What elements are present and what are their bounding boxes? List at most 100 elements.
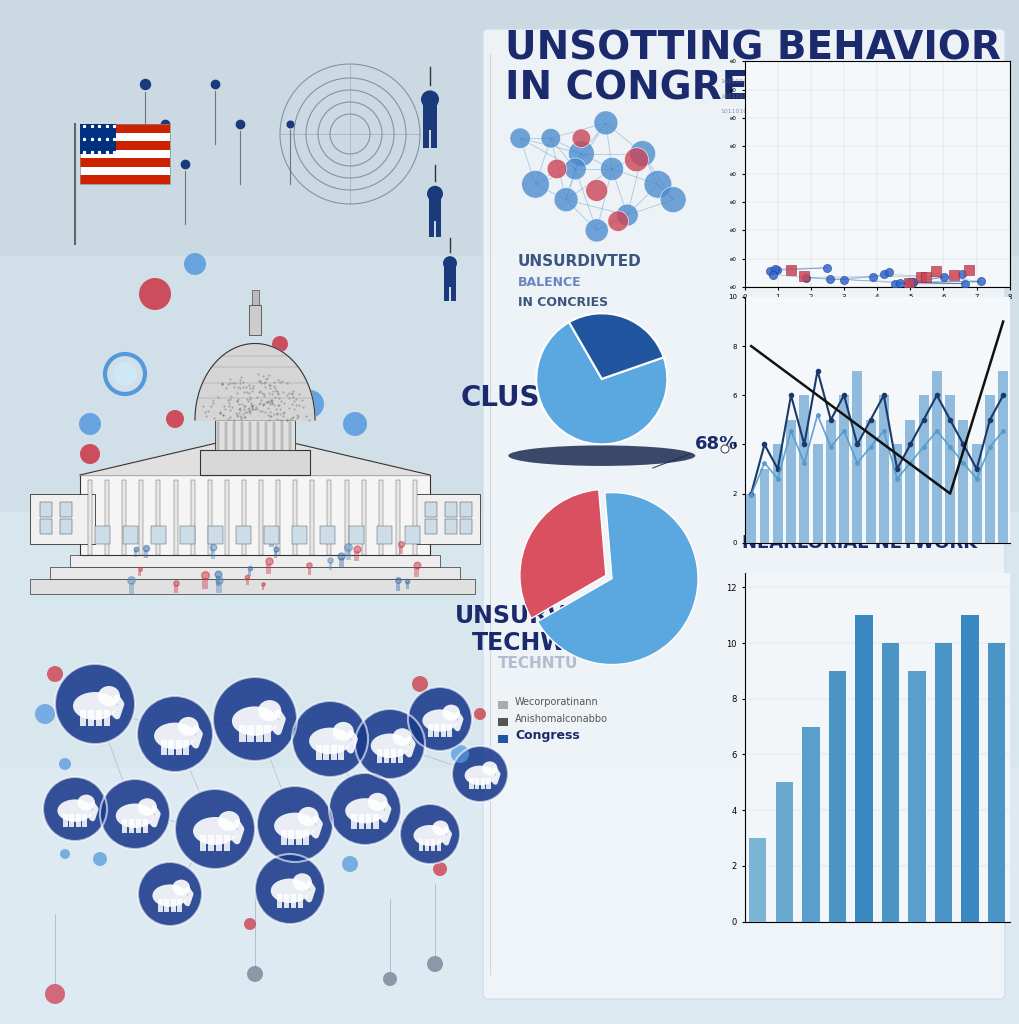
Point (609, 213, 626, 229)
Point (542, 130, 558, 146)
Circle shape (78, 413, 101, 435)
Bar (446, 724, 451, 736)
Ellipse shape (442, 705, 460, 721)
Bar (358, 814, 364, 828)
Bar (376, 526, 391, 544)
Bar (918, 395, 927, 543)
Bar (79, 175, 170, 184)
Bar (122, 480, 126, 555)
Bar (293, 480, 297, 555)
Bar (934, 643, 951, 922)
Bar (984, 395, 994, 543)
Text: TECHWCES: TECHWCES (472, 631, 618, 655)
Ellipse shape (154, 723, 196, 750)
Circle shape (341, 856, 358, 872)
Circle shape (79, 444, 100, 464)
Circle shape (175, 790, 255, 869)
Ellipse shape (218, 811, 239, 831)
Point (783, 261, 799, 278)
Point (946, 267, 962, 284)
Bar (749, 838, 765, 922)
Text: Congress: Congress (515, 729, 579, 742)
Bar (265, 422, 267, 450)
Bar (215, 577, 220, 586)
Ellipse shape (367, 793, 387, 811)
Bar (177, 899, 182, 911)
Bar (413, 480, 417, 555)
Circle shape (382, 972, 396, 986)
Bar (174, 586, 177, 593)
Bar (179, 526, 195, 544)
Circle shape (442, 256, 457, 270)
Bar (497, 735, 507, 743)
Wedge shape (537, 493, 697, 665)
Circle shape (47, 666, 63, 682)
Circle shape (244, 918, 256, 930)
Point (766, 261, 783, 278)
Bar (79, 132, 170, 141)
Bar (390, 750, 396, 763)
Point (905, 274, 921, 291)
Bar (79, 124, 170, 132)
Bar (30, 494, 95, 544)
Ellipse shape (413, 825, 446, 846)
Ellipse shape (482, 762, 497, 775)
Text: UNSOTTING BEHAVIOR: UNSOTTING BEHAVIOR (504, 29, 1000, 67)
Bar (288, 829, 293, 845)
Point (628, 152, 644, 168)
Circle shape (60, 849, 70, 859)
Bar (435, 221, 441, 237)
Bar (395, 583, 399, 591)
Circle shape (247, 966, 263, 982)
Bar (497, 701, 507, 709)
Point (761, 263, 777, 280)
Bar (799, 395, 808, 543)
Point (619, 207, 635, 223)
Bar (168, 739, 174, 755)
FancyBboxPatch shape (483, 29, 1004, 999)
Bar (249, 305, 261, 335)
Circle shape (113, 362, 137, 386)
Text: IN CONCRIES: IN CONCRIES (518, 296, 607, 309)
Bar (30, 579, 475, 594)
Bar (257, 422, 259, 450)
Point (900, 274, 916, 291)
Bar (223, 835, 230, 851)
Bar (240, 422, 243, 450)
Ellipse shape (177, 717, 199, 736)
Circle shape (45, 984, 65, 1004)
Bar (144, 550, 148, 558)
Bar (428, 221, 434, 237)
Bar (931, 371, 941, 543)
Bar (252, 290, 259, 305)
Circle shape (166, 410, 183, 428)
Circle shape (427, 956, 442, 972)
Bar (88, 480, 92, 555)
Text: Wecorporatinann: Wecorporatinann (515, 697, 598, 707)
Bar (63, 814, 68, 826)
Ellipse shape (292, 873, 312, 891)
Bar (423, 130, 429, 148)
Point (764, 266, 781, 283)
Bar (892, 444, 901, 543)
Ellipse shape (422, 710, 458, 732)
Bar (259, 480, 263, 555)
Bar (998, 371, 1007, 543)
Bar (945, 395, 954, 543)
Bar (60, 519, 72, 534)
Bar (320, 526, 335, 544)
Bar (104, 710, 110, 726)
Circle shape (451, 746, 507, 802)
Bar (200, 450, 310, 475)
Wedge shape (569, 313, 663, 379)
Bar (330, 744, 336, 760)
Bar (405, 526, 420, 544)
Bar (60, 502, 72, 517)
Ellipse shape (298, 807, 319, 826)
Bar (224, 480, 228, 555)
Bar (852, 371, 861, 543)
Point (953, 266, 969, 283)
Point (573, 130, 589, 146)
Bar (296, 829, 302, 845)
Point (820, 271, 837, 288)
